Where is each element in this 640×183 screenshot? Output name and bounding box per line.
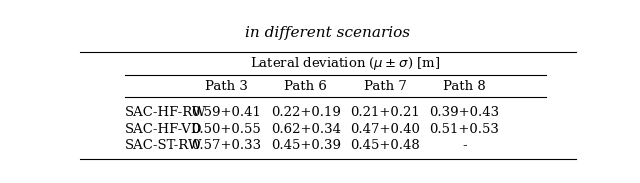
Text: 0.47+0.40: 0.47+0.40 <box>350 123 420 136</box>
Text: 0.51+0.53: 0.51+0.53 <box>429 123 499 136</box>
Text: Path 3: Path 3 <box>205 80 248 93</box>
Text: Path 7: Path 7 <box>364 80 406 93</box>
Text: 0.62+0.34: 0.62+0.34 <box>271 123 340 136</box>
Text: Path 8: Path 8 <box>443 80 486 93</box>
Text: 0.22+0.19: 0.22+0.19 <box>271 106 340 119</box>
Text: in different scenarios: in different scenarios <box>245 26 411 40</box>
Text: 0.39+0.43: 0.39+0.43 <box>429 106 499 119</box>
Text: 0.50+0.55: 0.50+0.55 <box>191 123 261 136</box>
Text: 0.45+0.48: 0.45+0.48 <box>350 139 420 152</box>
Text: 0.57+0.33: 0.57+0.33 <box>191 139 261 152</box>
Text: 0.45+0.39: 0.45+0.39 <box>271 139 340 152</box>
Text: Lateral deviation ($\mu\pm\sigma$) [m]: Lateral deviation ($\mu\pm\sigma$) [m] <box>250 55 440 72</box>
Text: SAC-HF-RW: SAC-HF-RW <box>125 106 206 119</box>
Text: 0.59+0.41: 0.59+0.41 <box>191 106 261 119</box>
Text: SAC-HF-VD: SAC-HF-VD <box>125 123 202 136</box>
Text: Path 6: Path 6 <box>284 80 327 93</box>
Text: -: - <box>462 139 467 152</box>
Text: SAC-ST-RW: SAC-ST-RW <box>125 139 202 152</box>
Text: 0.21+0.21: 0.21+0.21 <box>350 106 420 119</box>
